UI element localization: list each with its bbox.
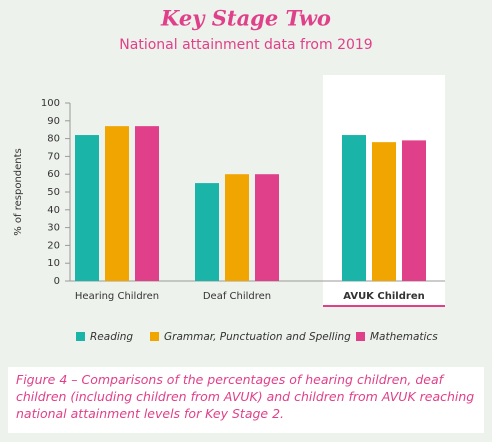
y-tick-label: 90 <box>47 116 60 127</box>
y-tick-label: 50 <box>47 187 60 198</box>
legend-label: Mathematics <box>370 331 438 343</box>
y-tick-label: 60 <box>47 169 60 180</box>
y-tick-label: 80 <box>47 134 60 145</box>
y-tick-label: 30 <box>47 223 60 234</box>
bar <box>342 135 366 281</box>
y-axis-label: % of respondents <box>13 148 24 236</box>
x-tick-label: Hearing Children <box>75 291 159 302</box>
y-tick-label: 20 <box>47 240 60 251</box>
bar <box>372 142 396 281</box>
y-tick-label: 70 <box>47 151 60 162</box>
bar <box>195 183 219 281</box>
figure-caption: Figure 4 – Comparisons of the percentage… <box>8 367 484 433</box>
bar <box>135 126 159 281</box>
legend-label: Reading <box>90 331 133 343</box>
x-tick-label: Deaf Children <box>203 291 271 302</box>
bar <box>105 126 129 281</box>
bar <box>225 174 249 281</box>
chart-subtitle: National attainment data from 2019 <box>119 37 372 53</box>
y-tick-label: 100 <box>41 98 60 109</box>
legend-label: Grammar, Punctuation and Spelling <box>164 331 351 343</box>
y-tick-label: 10 <box>47 258 60 269</box>
bar <box>75 135 99 281</box>
chart-title: Key Stage Two <box>160 6 331 31</box>
legend-swatch <box>76 332 85 341</box>
legend-swatch <box>356 332 365 341</box>
bar <box>255 174 279 281</box>
x-tick-label: AVUK Children <box>343 291 424 302</box>
y-tick-label: 40 <box>47 205 60 216</box>
y-tick-label: 0 <box>54 276 60 287</box>
legend-swatch <box>150 332 159 341</box>
bar <box>402 140 426 281</box>
